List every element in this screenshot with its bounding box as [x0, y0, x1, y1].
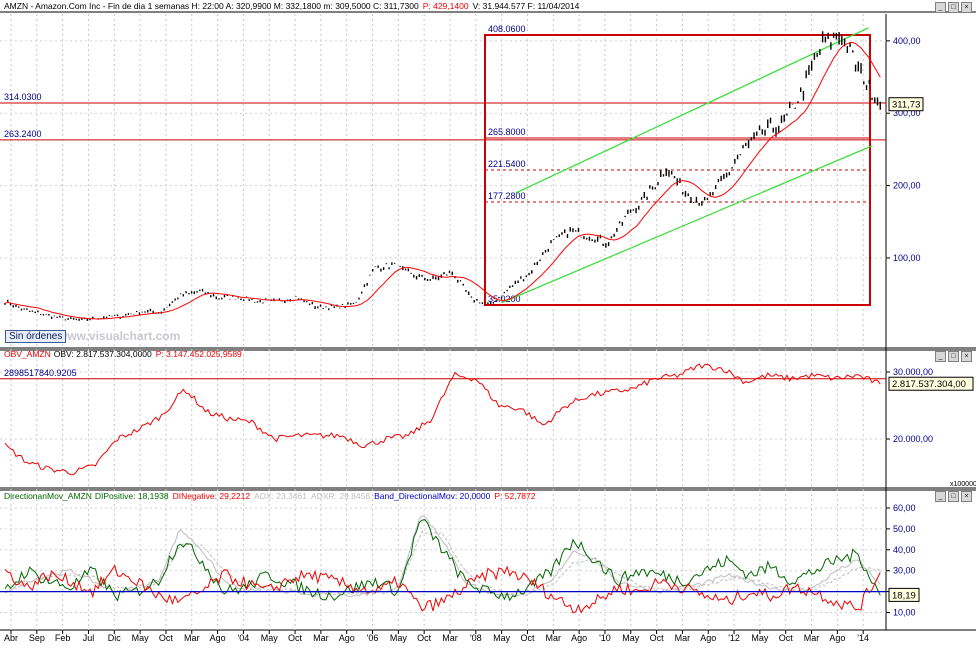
x-tick-label: Sep — [29, 633, 45, 643]
x-tick-label: Ago — [339, 633, 355, 643]
dmi-last-value: 18,19 — [892, 590, 916, 601]
x-tick-label: Mar — [675, 633, 691, 643]
minimize-button[interactable]: _ — [935, 2, 946, 13]
maximize-button[interactable]: □ — [948, 351, 959, 362]
dmi-header-text: DirectionanMov_AMZN DIPositive: 18,1938 DI… — [4, 491, 536, 501]
price-panel-controls: _ □ × — [935, 2, 972, 13]
obv-panel-controls: _ □ × — [935, 351, 972, 362]
price-panel[interactable]: 400,00 300,00 200,00 100,00 314.0300 263.2400… — [0, 24, 924, 321]
x-tick-label: Feb — [55, 633, 71, 643]
close-button[interactable]: × — [961, 2, 972, 13]
maximize-button[interactable]: □ — [948, 491, 959, 502]
x-tick-label: Oct — [288, 633, 303, 643]
price-tick-label: 400,00 — [893, 36, 921, 46]
x-tick-label: May — [622, 633, 640, 643]
x-tick-label: Oct — [779, 633, 794, 643]
moving-average-line — [4, 41, 881, 320]
price-last-value: 311,73 — [892, 100, 920, 111]
horizontal-level-label: 314.0300 — [4, 92, 42, 102]
fibonacci-level-label: 408.0600 — [488, 24, 526, 34]
adxr-line — [4, 530, 881, 596]
orders-status-button[interactable]: Sin órdenes — [5, 330, 67, 343]
minimize-button[interactable]: _ — [935, 491, 946, 502]
x-tick-label: '10 — [599, 633, 611, 643]
obv-panel[interactable]: 30.000,00 20.000,00 2898517840.9205 2.817.5… — [0, 363, 974, 476]
x-axis: Abr Sep Feb Jul Dic May Oct Mar Ago '04 May Oct Mar A… — [4, 630, 869, 643]
x-tick-label: Mar — [546, 633, 562, 643]
dmi-tick-label: 30,00 — [893, 566, 916, 576]
x-tick-label: Ago — [829, 633, 845, 643]
fibonacci-level-label: 35.0200 — [488, 294, 521, 304]
x-tick-label: Oct — [417, 633, 432, 643]
x-tick-label: Ago — [210, 633, 226, 643]
minimize-button[interactable]: _ — [935, 351, 946, 362]
dmi-tick-label: 10,00 — [893, 608, 916, 618]
x-tick-label: '14 — [857, 633, 869, 643]
x-tick-label: May — [751, 633, 769, 643]
x-tick-label: '12 — [728, 633, 740, 643]
x-tick-label: Ago — [571, 633, 587, 643]
obv-reference-label: 2898517840.9205 — [4, 368, 77, 378]
channel-upper-line — [515, 27, 869, 194]
obv-last-value-box — [888, 376, 974, 391]
x-tick-label: Jul — [83, 633, 95, 643]
x-tick-label: May — [132, 633, 150, 643]
x-tick-label: Mar — [442, 633, 458, 643]
x-tick-label: Oct — [520, 633, 535, 643]
x-tick-label: Mar — [184, 633, 200, 643]
price-tick-label: 100,00 — [893, 253, 921, 263]
price-tick-label: 200,00 — [893, 181, 921, 191]
x-tick-label: '06 — [367, 633, 379, 643]
channel-lower-line — [501, 145, 873, 304]
obv-line — [4, 363, 881, 476]
dinegative-line — [4, 564, 881, 614]
x-tick-label: '04 — [238, 633, 250, 643]
dipositive-line — [4, 519, 881, 602]
horizontal-level-label: 263.2400 — [4, 129, 42, 139]
obv-header-text: OBV_AMZN OBV: 2.817.537.304,0000 P: 3.147.… — [4, 349, 242, 359]
obv-tick-label: 30.000,00 — [893, 367, 933, 377]
x-tick-label: Ago — [700, 633, 716, 643]
fibonacci-level-label: 221.5400 — [488, 159, 526, 169]
fibonacci-level-label: 177.2800 — [488, 191, 526, 201]
dmi-tick-label: 50,00 — [893, 524, 916, 534]
fibonacci-level-label: 265.8000 — [488, 127, 526, 137]
adx-line — [4, 515, 881, 598]
x-tick-label: May — [493, 633, 511, 643]
price-last-value-box — [888, 97, 924, 112]
close-button[interactable]: × — [961, 491, 972, 502]
dmi-panel-controls: _ □ × — [935, 491, 972, 502]
x-tick-label: Oct — [159, 633, 174, 643]
x-tick-label: May — [261, 633, 279, 643]
unit-multiplier-label: x100000 — [950, 481, 976, 488]
price-header-text: AMZN - Amazon.Com Inc - Fin de dia 1 sem… — [4, 1, 580, 11]
maximize-button[interactable]: □ — [948, 2, 959, 13]
price-tick-label: 300,00 — [893, 108, 921, 118]
x-tick-label: May — [390, 633, 408, 643]
watermark-text: www.visualchart.com — [57, 329, 180, 343]
x-tick-label: Oct — [650, 633, 665, 643]
x-tick-label: Dic — [108, 633, 121, 643]
x-tick-label: '08 — [470, 633, 482, 643]
obv-last-value: 2.817.537.304,00 — [892, 379, 966, 390]
obv-tick-label: 20.000,00 — [893, 434, 933, 444]
x-tick-label: Abr — [4, 633, 18, 643]
dmi-tick-label: 40,00 — [893, 545, 916, 555]
dmi-tick-label: 60,00 — [893, 503, 916, 513]
x-tick-label: Mar — [313, 633, 329, 643]
dmi-last-value-box — [888, 587, 920, 602]
x-tick-label: Mar — [804, 633, 820, 643]
close-button[interactable]: × — [961, 351, 972, 362]
